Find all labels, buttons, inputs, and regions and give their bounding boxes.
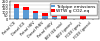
Bar bbox=[14, 8, 19, 19]
Bar bbox=[62, 14, 67, 19]
Bar bbox=[23, 7, 29, 10]
Bar bbox=[42, 13, 48, 16]
Bar bbox=[80, 7, 86, 19]
Bar bbox=[33, 11, 38, 13]
Bar bbox=[52, 17, 57, 19]
Legend: Tailpipe emissions, WTW g CO2-eq: Tailpipe emissions, WTW g CO2-eq bbox=[50, 3, 97, 15]
Bar bbox=[42, 16, 48, 19]
Bar bbox=[52, 14, 57, 17]
Bar bbox=[33, 13, 38, 19]
Bar bbox=[14, 4, 19, 8]
Bar bbox=[23, 10, 29, 19]
